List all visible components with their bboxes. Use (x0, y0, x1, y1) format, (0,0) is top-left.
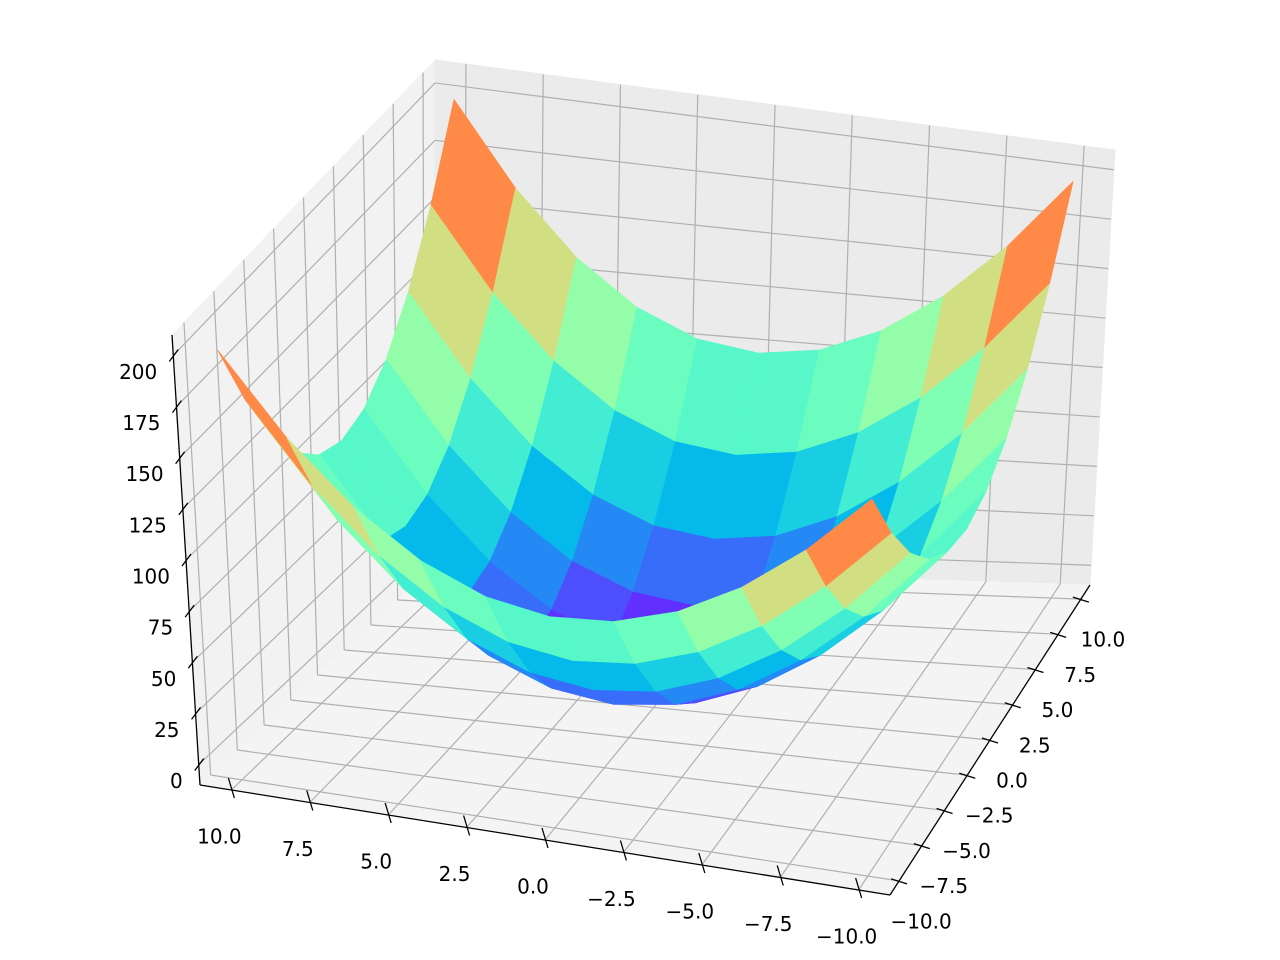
z-tick (181, 553, 192, 567)
z-tick (187, 655, 198, 669)
y-tick (959, 772, 976, 779)
z-tick-label: 50 (151, 667, 176, 691)
z-tick (178, 502, 189, 516)
x-tick (384, 802, 392, 824)
y-tick (981, 737, 999, 744)
grid-line (182, 254, 436, 510)
x-tick (776, 865, 784, 886)
z-tick (171, 400, 182, 413)
grid-line (179, 197, 436, 459)
x-tick-label: −10.0 (816, 925, 877, 949)
x-tick (855, 877, 863, 899)
x-tick-label: −2.5 (587, 887, 636, 911)
y-tick (890, 878, 908, 885)
y-tick-label: 5.0 (1042, 698, 1074, 722)
z-tick (184, 604, 195, 618)
y-tick-label: 10.0 (1081, 628, 1126, 652)
x-tick-label: 7.5 (282, 837, 314, 861)
z-tick-label: 150 (125, 462, 163, 486)
grid-line (172, 82, 436, 356)
y-tick (1027, 666, 1044, 674)
z-tick-label: 100 (132, 565, 170, 589)
x-tick-label: −7.5 (744, 912, 793, 936)
y-tick (1004, 702, 1021, 709)
z-tick-label: 0 (170, 769, 183, 793)
y-tick-label: −10.0 (890, 909, 951, 933)
z-tick (191, 707, 202, 720)
x-tick (619, 840, 628, 861)
z-tick-label: 200 (119, 360, 157, 384)
y-tick (936, 807, 953, 815)
z-tick (175, 451, 186, 465)
y-tick (1049, 631, 1067, 638)
y-tick-label: 2.5 (1019, 733, 1051, 757)
surface-facet (806, 498, 892, 587)
x-tick (306, 790, 314, 811)
z-tick-label: 175 (122, 411, 160, 435)
x-tick-label: 10.0 (197, 825, 242, 849)
y-tick-label: 0.0 (996, 769, 1028, 793)
grid-line (237, 749, 922, 847)
z-tick-label: 25 (154, 718, 179, 742)
y-tick-label: −7.5 (920, 874, 969, 898)
y-tick (1072, 596, 1090, 603)
grid-line (434, 82, 1114, 171)
grid-line (176, 139, 436, 408)
x-tick (462, 815, 471, 836)
y-tick-label: 7.5 (1064, 663, 1096, 687)
grid-line (317, 674, 991, 741)
x-tick-label: 5.0 (360, 850, 392, 874)
y-tick (913, 843, 931, 850)
z-tick (194, 758, 205, 771)
z-tick-label: 75 (148, 616, 173, 640)
grid-line (264, 724, 945, 812)
x-tick (698, 852, 706, 874)
x-tick (227, 777, 235, 799)
y-tick-label: −2.5 (965, 804, 1014, 828)
x-tick-label: 0.0 (517, 875, 549, 899)
grid-line (434, 139, 1112, 220)
x-tick-label: −5.0 (666, 900, 715, 924)
z-tick (168, 349, 179, 362)
y-tick-label: −5.0 (942, 839, 991, 863)
grid-line (210, 774, 900, 882)
x-tick-label: 2.5 (439, 862, 471, 886)
x-tick (541, 827, 549, 849)
grid-line (290, 699, 968, 776)
z-tick-label: 125 (129, 513, 167, 537)
